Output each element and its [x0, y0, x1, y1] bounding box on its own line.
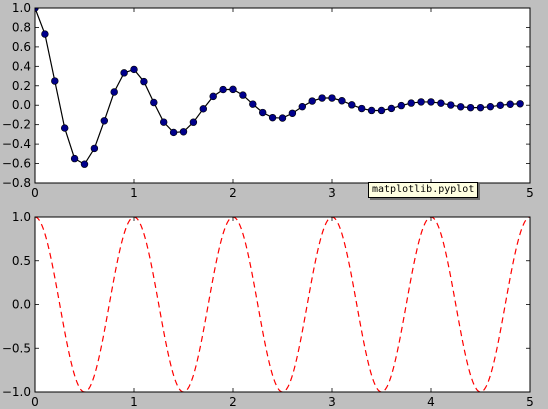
x-tick-label: 5 — [526, 395, 534, 409]
data-point — [60, 124, 69, 132]
x-tick-label: 2 — [229, 186, 237, 200]
data-point — [189, 118, 198, 126]
y-tick-label: −0.8 — [2, 176, 31, 190]
bottom-axes: 0 1 2 3 4 5 −1.0 −0.5 0.0 0.5 1.0 — [2, 210, 534, 409]
axes-frame — [34, 7, 531, 184]
tooltip: matplotlib.pyplot — [368, 182, 479, 198]
data-point — [130, 65, 138, 74]
data-point — [387, 104, 396, 113]
data-point — [407, 99, 415, 107]
data-point — [437, 99, 445, 107]
data-point — [209, 92, 217, 101]
data-point — [268, 113, 277, 122]
y-tick-label: 1.0 — [12, 1, 31, 15]
data-point — [80, 160, 89, 168]
y-tick-label: 0.2 — [12, 79, 31, 93]
plot-area — [35, 217, 530, 392]
x-tick-label: 1 — [130, 395, 138, 409]
y-tick-label: 0.5 — [12, 254, 31, 268]
y-tick-label: −0.5 — [2, 341, 31, 355]
data-point — [486, 102, 495, 111]
y-tick-label: 0.6 — [12, 40, 31, 54]
x-tick-label: 3 — [328, 186, 336, 200]
data-point — [338, 97, 346, 105]
data-point — [51, 77, 59, 85]
data-point — [367, 106, 376, 115]
data-point — [169, 128, 178, 137]
data-point — [466, 103, 475, 112]
data-point — [100, 117, 109, 125]
y-tick-label: 0.0 — [12, 298, 31, 312]
x-tick-label: 0 — [31, 395, 39, 409]
data-point — [377, 106, 386, 115]
y-tick-label: 0.0 — [12, 98, 31, 112]
y-tick-label: −0.2 — [2, 118, 31, 132]
data-point — [288, 109, 297, 117]
x-tick-label: 1 — [130, 186, 138, 200]
x-tick-label: 3 — [328, 395, 336, 409]
data-point — [229, 85, 237, 94]
axes-background — [35, 8, 530, 183]
data-point — [496, 101, 504, 110]
axes-background — [35, 217, 530, 392]
data-point — [427, 98, 435, 106]
data-point — [150, 98, 158, 107]
data-point — [308, 97, 316, 105]
data-point — [457, 103, 465, 111]
data-point — [328, 94, 336, 102]
data-point — [417, 98, 425, 106]
x-tick-label: 5 — [526, 186, 534, 200]
x-tick-label: 2 — [229, 395, 237, 409]
y-tick-label: −1.0 — [2, 385, 31, 399]
y-tick-label: 0.4 — [12, 59, 31, 73]
x-tick-label: 4 — [427, 395, 435, 409]
data-point — [219, 85, 227, 94]
data-point — [120, 69, 128, 77]
data-point — [41, 30, 49, 38]
data-point — [348, 101, 356, 109]
data-point — [259, 108, 267, 117]
data-point — [278, 114, 287, 122]
data-point — [516, 100, 524, 108]
data-point — [358, 104, 366, 113]
y-tick-label: −0.4 — [2, 137, 31, 151]
y-tick-label: −0.6 — [2, 157, 31, 171]
data-point — [298, 102, 306, 111]
data-point — [160, 118, 168, 126]
data-point — [199, 105, 208, 113]
data-point — [110, 88, 118, 96]
data-point — [140, 77, 148, 86]
series-line — [35, 217, 530, 392]
data-point — [447, 101, 455, 109]
data-point — [249, 100, 257, 108]
data-point — [506, 100, 514, 108]
data-point — [397, 101, 405, 110]
data-point — [318, 94, 326, 102]
y-tick-label: 0.8 — [12, 20, 31, 34]
data-point — [476, 103, 485, 112]
x-tick-label: 0 — [31, 186, 39, 200]
plot-area — [35, 8, 524, 168]
data-point — [90, 144, 99, 153]
data-point — [179, 128, 188, 136]
y-tick-label: 1.0 — [12, 210, 31, 224]
data-point — [239, 91, 247, 99]
data-point — [70, 154, 79, 163]
